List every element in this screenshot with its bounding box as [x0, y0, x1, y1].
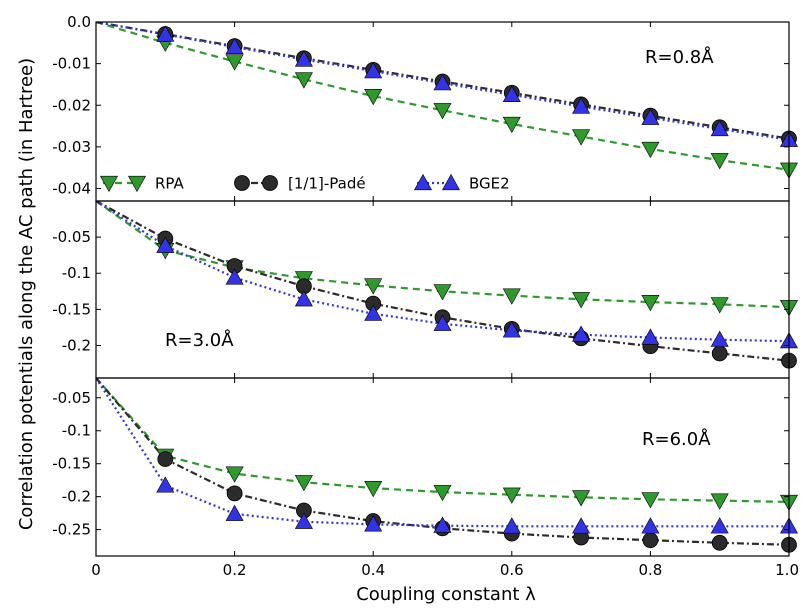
x-tick-label: 1.0 [775, 561, 799, 579]
data-point-rpa [364, 278, 383, 295]
panel-3: -0.05 -0.1 -0.15 -0.2 -0.25 R=6.0Å [52, 377, 799, 557]
y-tick-label: -0.1 [62, 264, 91, 282]
x-axis: 0 0.2 0.4 0.6 0.8 1.0 [91, 561, 799, 579]
data-point-rpa [364, 480, 383, 498]
data-point-bge2 [572, 325, 591, 342]
data-point-rpa [294, 475, 313, 492]
legend-label-pade: [1/1]-Padé [288, 175, 366, 193]
x-tick-label: 0.2 [223, 561, 247, 579]
data-point-pade [226, 485, 243, 502]
data-point-bge2 [364, 62, 383, 79]
legend-marker-pade [262, 175, 278, 191]
data-point-pade [711, 534, 728, 551]
data-point-rpa [433, 103, 452, 120]
data-point-bge2 [641, 517, 660, 534]
data-point-rpa [294, 72, 313, 89]
data-point-rpa [572, 292, 591, 309]
data-point-bge2 [572, 517, 591, 534]
data-point-bge2 [433, 74, 452, 91]
x-tick-label: 0.8 [638, 561, 662, 579]
data-point-bge2 [433, 516, 452, 533]
data-point-rpa [572, 490, 591, 507]
data-point-pade [642, 532, 659, 549]
data-point-bge2 [641, 328, 660, 345]
data-point-pade [157, 451, 174, 467]
data-point-bge2 [364, 304, 383, 321]
y-tick-label: -0.15 [52, 300, 91, 318]
panel-1: 0.0 -0.01 -0.02 -0.03 -0.04 R=0.8Å RPA [1/1]-Pa… [52, 13, 799, 202]
panel-annotation: R=0.8Å [645, 46, 714, 68]
data-point-bge2 [225, 268, 244, 285]
legend-label-rpa: RPA [155, 175, 185, 193]
legend-marker-bge2 [413, 173, 433, 191]
data-point-bge2 [156, 25, 175, 42]
panel-frame [95, 377, 790, 557]
data-point-bge2 [156, 476, 175, 493]
y-tick-label: -0.01 [52, 55, 91, 73]
x-axis-label: Coupling constant λ [356, 584, 536, 605]
y-axis-label: Correlation potentials along the AC path… [16, 58, 37, 530]
y-tick-label: -0.2 [62, 336, 91, 354]
data-point-bge2 [502, 321, 521, 338]
data-point-rpa [502, 288, 521, 305]
data-point-rpa [225, 54, 244, 71]
data-point-bge2 [641, 108, 660, 125]
panels: 0.0 -0.01 -0.02 -0.03 -0.04 R=0.8Å RPA [1/1]-Pa… [52, 13, 799, 557]
y-tick-label: -0.2 [62, 488, 91, 506]
legend: RPA [1/1]-Padé BGE2 [99, 173, 510, 193]
data-point-rpa [641, 141, 660, 159]
series-line-bge2 [96, 378, 789, 528]
x-tick-label: 0.4 [361, 561, 385, 579]
panel-annotation: R=3.0Å [165, 329, 234, 351]
y-tick-label: -0.15 [52, 455, 91, 473]
data-point-bge2 [572, 97, 591, 114]
y-tick-label: -0.03 [52, 138, 91, 156]
data-point-rpa [710, 493, 729, 510]
data-point-rpa [641, 492, 660, 509]
data-point-bge2 [502, 85, 521, 102]
data-point-rpa [433, 484, 452, 502]
data-point-rpa [225, 466, 244, 483]
data-point-rpa [433, 284, 452, 301]
data-point-rpa [572, 129, 591, 146]
data-point-bge2 [710, 517, 729, 534]
data-point-bge2 [710, 330, 729, 347]
data-point-rpa [710, 153, 729, 170]
data-point-rpa [502, 487, 521, 504]
data-point-bge2 [502, 517, 521, 534]
data-point-bge2 [710, 119, 729, 137]
data-point-rpa [502, 116, 521, 134]
data-point-bge2 [225, 37, 244, 55]
legend-label-bge2: BGE2 [469, 175, 510, 193]
data-point-bge2 [364, 515, 383, 532]
data-point-bge2 [294, 290, 313, 307]
y-tick-label: -0.25 [52, 521, 91, 539]
data-point-rpa [710, 297, 729, 314]
data-point-bge2 [225, 504, 244, 521]
data-point-bge2 [433, 314, 452, 331]
panel-2: -0.05 -0.1 -0.15 -0.2 R=3.0Å [52, 200, 799, 379]
y-tick-label: -0.1 [62, 422, 91, 440]
legend-marker-bge2 [441, 173, 461, 191]
legend-marker-pade [234, 175, 250, 191]
data-point-pade [711, 345, 728, 362]
data-point-bge2 [294, 512, 313, 529]
data-point-bge2 [294, 50, 313, 67]
series-line-pade [96, 201, 789, 362]
data-point-rpa [641, 295, 660, 312]
x-tick-label: 0.6 [500, 561, 524, 579]
x-tick-label: 0 [91, 561, 101, 579]
data-point-bge2 [156, 236, 175, 253]
series-line-rpa [96, 22, 789, 171]
y-tick-label: -0.05 [52, 389, 91, 407]
panel-annotation: R=6.0Å [642, 428, 711, 450]
legend-marker-rpa [99, 175, 119, 193]
y-tick-label: -0.04 [52, 180, 91, 198]
data-point-rpa [364, 88, 383, 106]
y-tick-label: -0.02 [52, 96, 91, 114]
legend-marker-rpa [127, 175, 147, 193]
y-tick-label: -0.05 [52, 228, 91, 246]
y-tick-label: 0.0 [67, 13, 91, 31]
